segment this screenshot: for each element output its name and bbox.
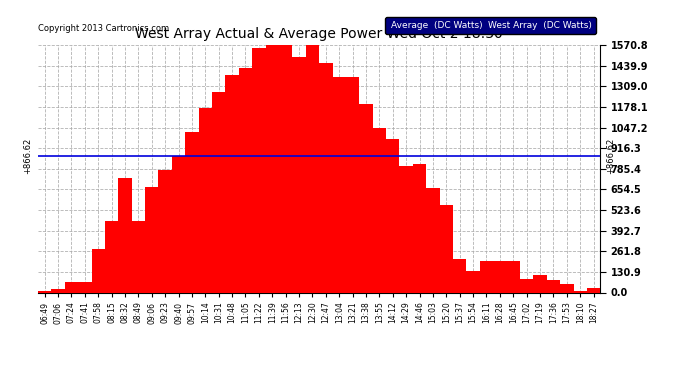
Bar (506, 261, 520, 292)
Bar (306, 45, 319, 292)
Bar (573, 291, 587, 292)
Text: +866.62: +866.62 (606, 138, 615, 174)
Bar (346, 77, 359, 292)
Bar (453, 259, 466, 292)
Bar (359, 104, 373, 292)
Text: Copyright 2013 Cartronics.com: Copyright 2013 Cartronics.com (38, 24, 169, 33)
Bar (373, 128, 386, 292)
Bar (172, 156, 185, 292)
Bar (145, 188, 159, 292)
Bar (252, 48, 266, 292)
Bar (105, 220, 118, 292)
Title: West Array Actual & Average Power Wed Oct 2 18:30: West Array Actual & Average Power Wed Oc… (135, 27, 503, 41)
Bar (199, 108, 212, 292)
Bar (333, 77, 346, 292)
Bar (92, 249, 105, 292)
Bar (239, 68, 252, 292)
Bar (185, 132, 199, 292)
Bar (440, 206, 453, 292)
Bar (65, 282, 78, 292)
Bar (293, 57, 306, 292)
Bar (400, 166, 413, 292)
Text: +866.62: +866.62 (23, 138, 32, 174)
Bar (38, 291, 51, 292)
Bar (480, 261, 493, 292)
Legend: Average  (DC Watts), West Array  (DC Watts): Average (DC Watts), West Array (DC Watts… (385, 17, 595, 33)
Bar (226, 75, 239, 292)
Bar (159, 170, 172, 292)
Bar (78, 282, 92, 292)
Bar (51, 290, 65, 292)
Bar (266, 45, 279, 292)
Bar (279, 45, 293, 292)
Bar (533, 275, 546, 292)
Bar (212, 93, 226, 292)
Bar (386, 139, 400, 292)
Bar (132, 221, 145, 292)
Bar (319, 63, 333, 292)
Bar (413, 164, 426, 292)
Bar (546, 280, 560, 292)
Bar (426, 189, 440, 292)
Bar (520, 279, 533, 292)
Bar (560, 284, 573, 292)
Bar (118, 178, 132, 292)
Bar (587, 288, 600, 292)
Bar (466, 271, 480, 292)
Bar (493, 261, 506, 292)
